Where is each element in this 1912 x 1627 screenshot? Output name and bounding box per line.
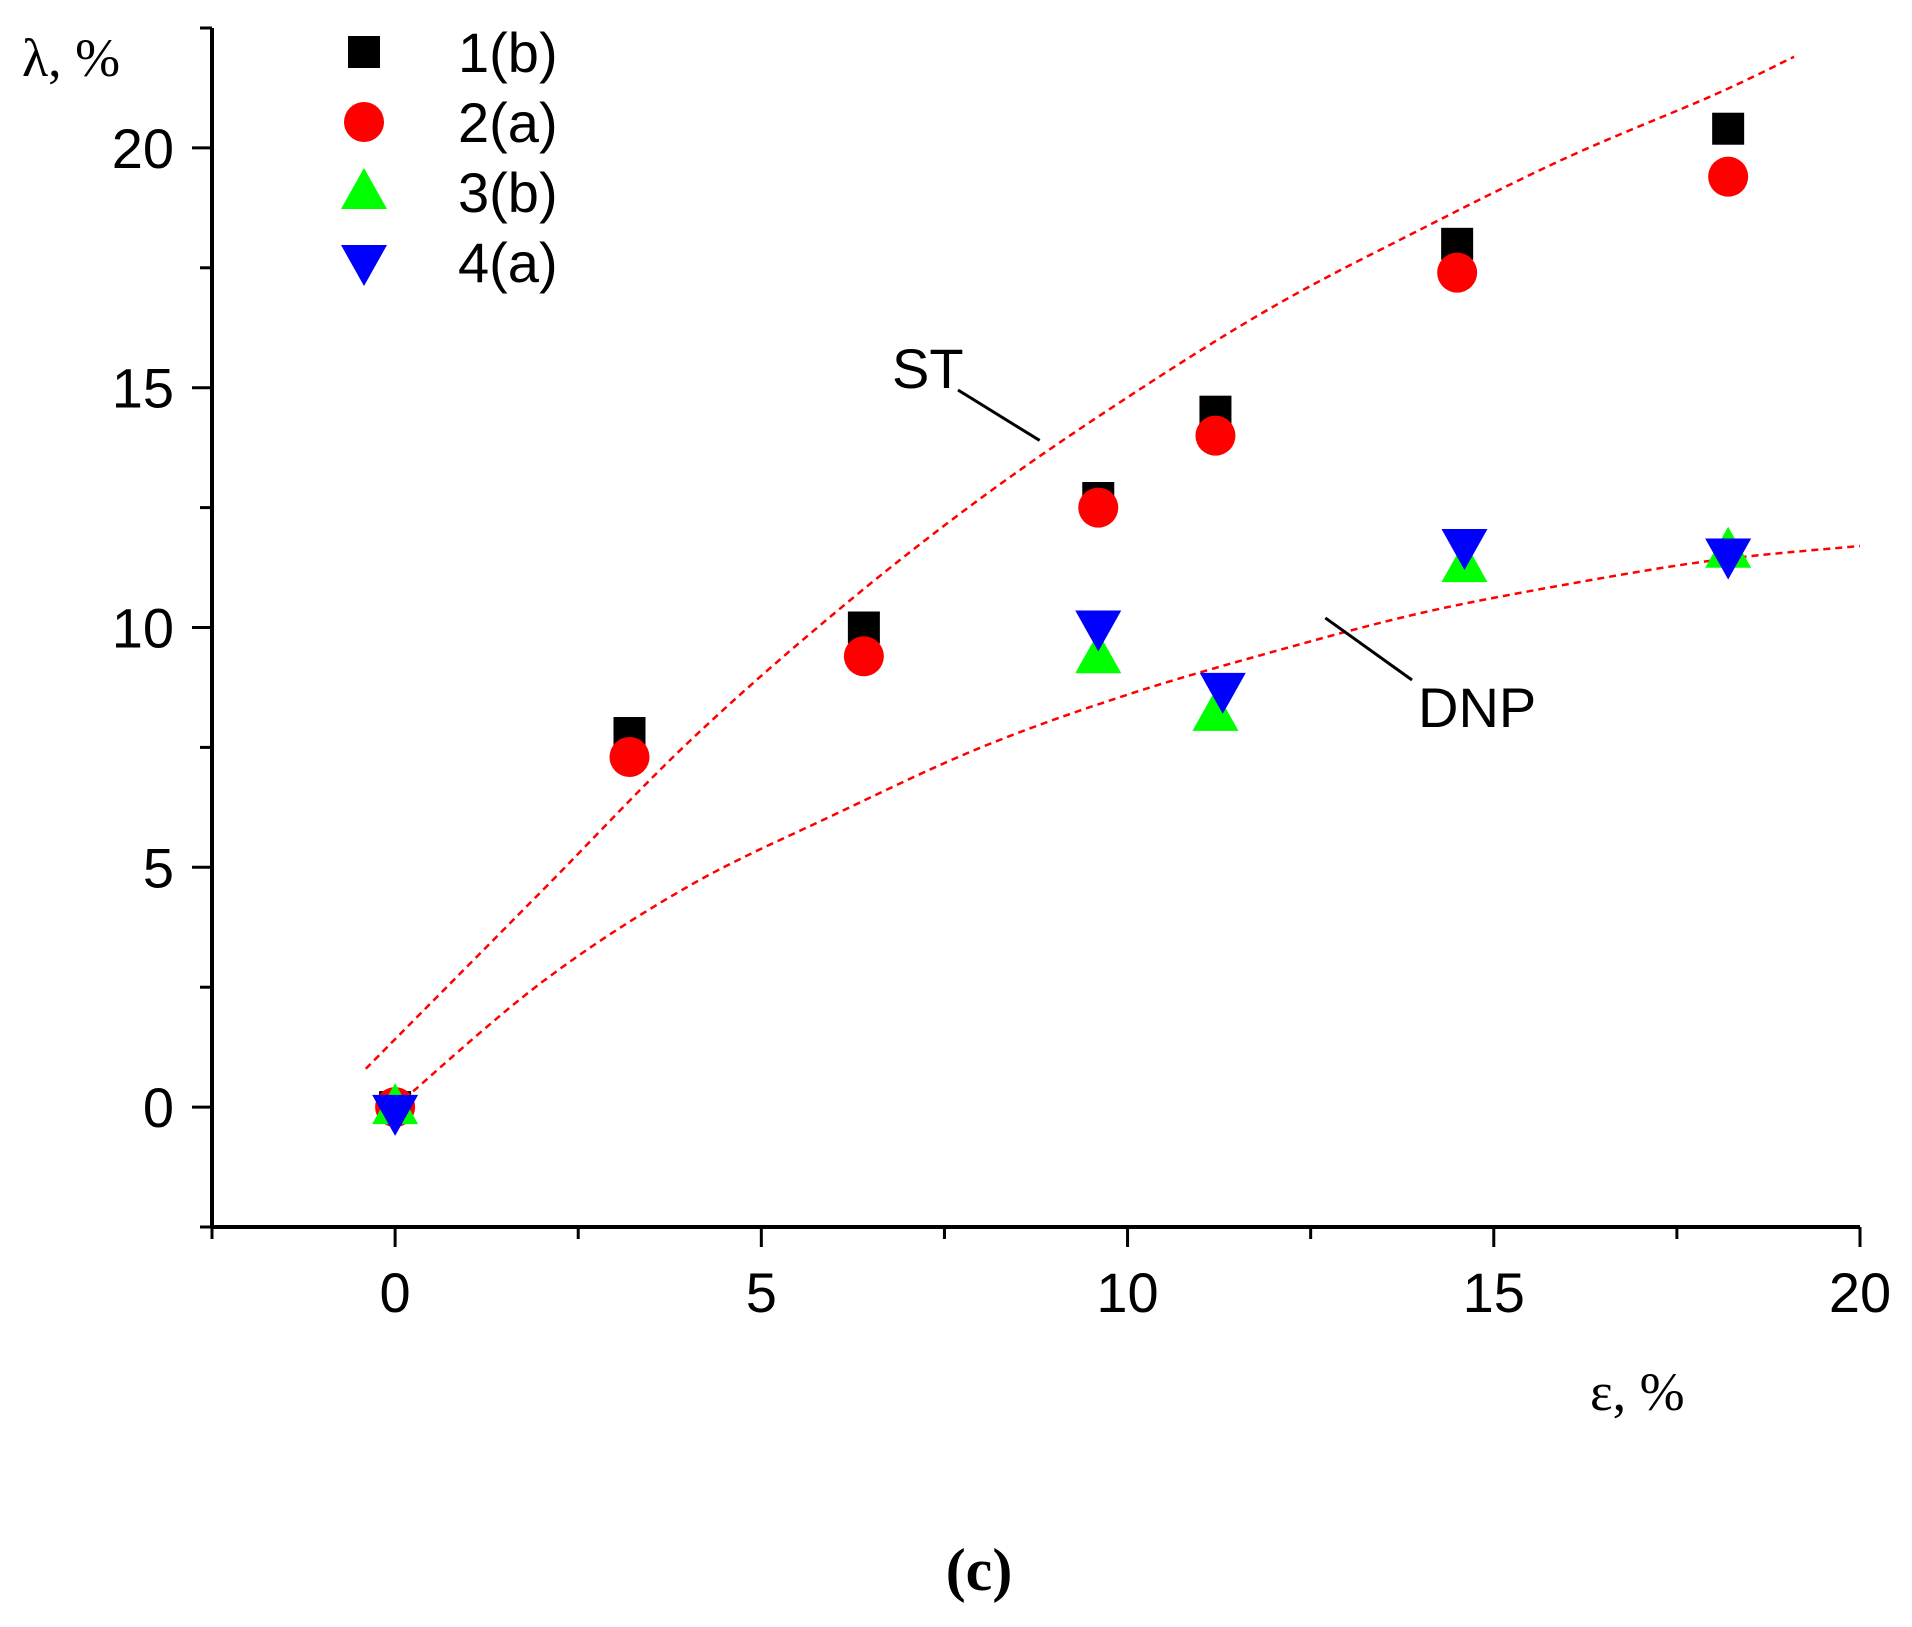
marker-series-2 [609, 736, 650, 777]
st-annotation: ST [892, 337, 964, 400]
curve-dnp [394, 544, 1861, 1109]
panel-label: (c) [946, 1537, 1013, 1603]
legend-label-4: 4(a) [458, 231, 558, 294]
legend-label-1: 1(b) [458, 21, 558, 84]
annotations: ST DNP [892, 337, 1536, 739]
marker-series-4 [1705, 538, 1752, 580]
dnp-annotation: DNP [1418, 676, 1536, 739]
data-markers [372, 112, 1752, 1136]
x-axis-label: ε, % [1590, 1362, 1685, 1422]
x-tick-label: 5 [746, 1261, 777, 1324]
legend-marker-1 [348, 36, 380, 68]
legend-marker-2 [344, 102, 384, 142]
marker-series-1 [1712, 112, 1745, 145]
y-tick-label: 0 [143, 1076, 174, 1139]
marker-series-2 [843, 636, 884, 677]
legend: 1(b) 2(a) 3(b) 4(a) [341, 21, 558, 294]
curve-st [364, 55, 1795, 1070]
st-leader-line [957, 388, 1041, 442]
marker-series-4 [1199, 672, 1246, 714]
marker-series-3 [1075, 632, 1122, 674]
y-tick-label: 5 [143, 836, 174, 899]
marker-series-3 [1192, 689, 1239, 731]
axes: 0 5 10 15 20 0 5 10 15 20 [112, 26, 1891, 1324]
y-tick-label: 10 [112, 597, 174, 660]
x-tick-label: 10 [1096, 1261, 1158, 1324]
y-tick-label: 15 [112, 357, 174, 420]
dnp-leader-line [1324, 616, 1413, 682]
marker-series-4 [372, 1094, 419, 1136]
marker-series-2 [1437, 252, 1478, 293]
marker-series-4 [1075, 610, 1122, 652]
fit-curves [364, 55, 1861, 1109]
y-tick-label: 20 [112, 117, 174, 180]
marker-series-2 [1708, 156, 1749, 197]
legend-marker-4 [341, 245, 387, 286]
x-tick-label: 15 [1463, 1261, 1525, 1324]
marker-series-2 [1195, 415, 1236, 456]
marker-series-4 [1441, 528, 1488, 570]
legend-label-2: 2(a) [458, 91, 558, 154]
x-tick-label: 0 [380, 1261, 411, 1324]
marker-series-2 [1078, 487, 1119, 528]
x-tick-label: 20 [1829, 1261, 1891, 1324]
legend-label-3: 3(b) [458, 161, 558, 224]
legend-marker-3 [341, 168, 387, 209]
y-axis-label: λ, % [22, 28, 120, 88]
